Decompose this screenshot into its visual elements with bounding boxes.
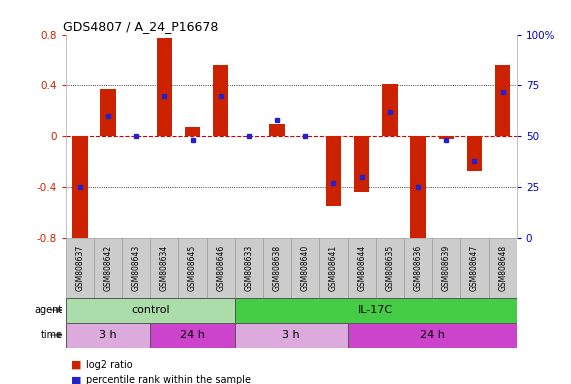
Text: agent: agent	[35, 305, 63, 315]
Bar	[66, 323, 150, 348]
Bar	[185, 127, 200, 136]
Bar	[66, 238, 94, 298]
Text: 24 h: 24 h	[180, 330, 205, 340]
Bar	[235, 238, 263, 298]
Bar	[178, 238, 207, 298]
Bar	[213, 65, 228, 136]
Bar	[263, 238, 291, 298]
Bar	[122, 238, 150, 298]
Text: 24 h: 24 h	[420, 330, 445, 340]
Text: GSM808634: GSM808634	[160, 245, 169, 291]
Bar	[460, 238, 489, 298]
Bar	[348, 323, 517, 348]
Text: ■: ■	[71, 375, 82, 384]
Text: GSM808648: GSM808648	[498, 245, 507, 291]
Text: GSM808641: GSM808641	[329, 245, 338, 291]
Text: GSM808633: GSM808633	[244, 245, 254, 291]
Bar	[150, 238, 178, 298]
Text: GSM808637: GSM808637	[75, 245, 85, 291]
Text: GSM808639: GSM808639	[442, 245, 451, 291]
Text: GSM808640: GSM808640	[301, 245, 310, 291]
Text: GSM808644: GSM808644	[357, 245, 366, 291]
Text: percentile rank within the sample: percentile rank within the sample	[86, 375, 251, 384]
Bar	[94, 238, 122, 298]
Bar	[291, 238, 319, 298]
Text: IL-17C: IL-17C	[358, 305, 393, 315]
Bar	[235, 298, 517, 323]
Bar	[489, 238, 517, 298]
Bar	[270, 124, 285, 136]
Bar	[207, 238, 235, 298]
Bar	[404, 238, 432, 298]
Bar	[376, 238, 404, 298]
Bar	[348, 238, 376, 298]
Text: ■: ■	[71, 360, 82, 370]
Bar	[354, 136, 369, 192]
Text: GSM808646: GSM808646	[216, 245, 225, 291]
Bar	[439, 136, 454, 139]
Bar	[411, 136, 426, 239]
Text: GSM808647: GSM808647	[470, 245, 479, 291]
Text: GSM808645: GSM808645	[188, 245, 197, 291]
Text: GSM808643: GSM808643	[132, 245, 140, 291]
Text: GSM808635: GSM808635	[385, 245, 395, 291]
Text: GSM808642: GSM808642	[103, 245, 112, 291]
Bar	[495, 65, 510, 136]
Bar	[156, 38, 172, 136]
Bar	[325, 136, 341, 206]
Bar	[467, 136, 482, 170]
Text: 3 h: 3 h	[99, 330, 116, 340]
Bar	[150, 323, 235, 348]
Text: GSM808638: GSM808638	[272, 245, 282, 291]
Text: time: time	[41, 330, 63, 340]
Text: control: control	[131, 305, 170, 315]
Bar	[72, 136, 87, 241]
Bar	[432, 238, 460, 298]
Bar	[66, 298, 235, 323]
Text: GSM808636: GSM808636	[413, 245, 423, 291]
Bar	[382, 84, 397, 136]
Text: GDS4807 / A_24_P16678: GDS4807 / A_24_P16678	[63, 20, 219, 33]
Bar	[100, 89, 116, 136]
Text: 3 h: 3 h	[283, 330, 300, 340]
Text: log2 ratio: log2 ratio	[86, 360, 132, 370]
Bar	[319, 238, 348, 298]
Bar	[235, 323, 348, 348]
